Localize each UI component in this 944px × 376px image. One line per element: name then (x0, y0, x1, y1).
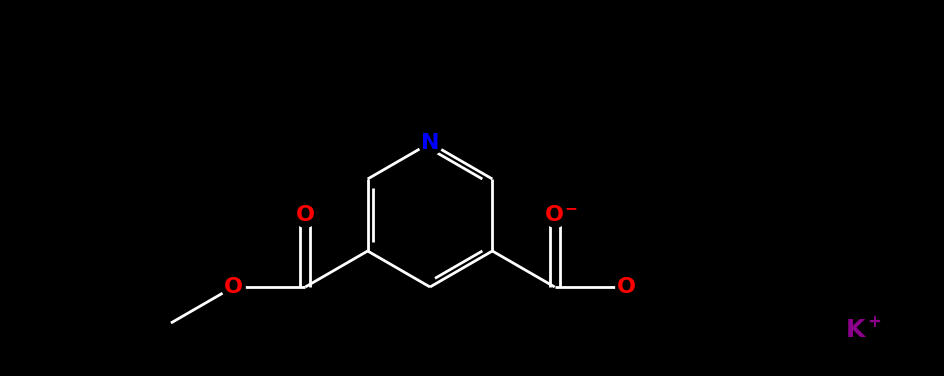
Text: O: O (295, 205, 314, 225)
Text: O: O (546, 205, 565, 225)
Text: O: O (224, 277, 243, 297)
Text: O: O (617, 277, 636, 297)
Text: −: − (565, 201, 578, 216)
Text: N: N (421, 133, 439, 153)
Text: +: + (867, 313, 881, 331)
Text: K: K (845, 318, 865, 342)
